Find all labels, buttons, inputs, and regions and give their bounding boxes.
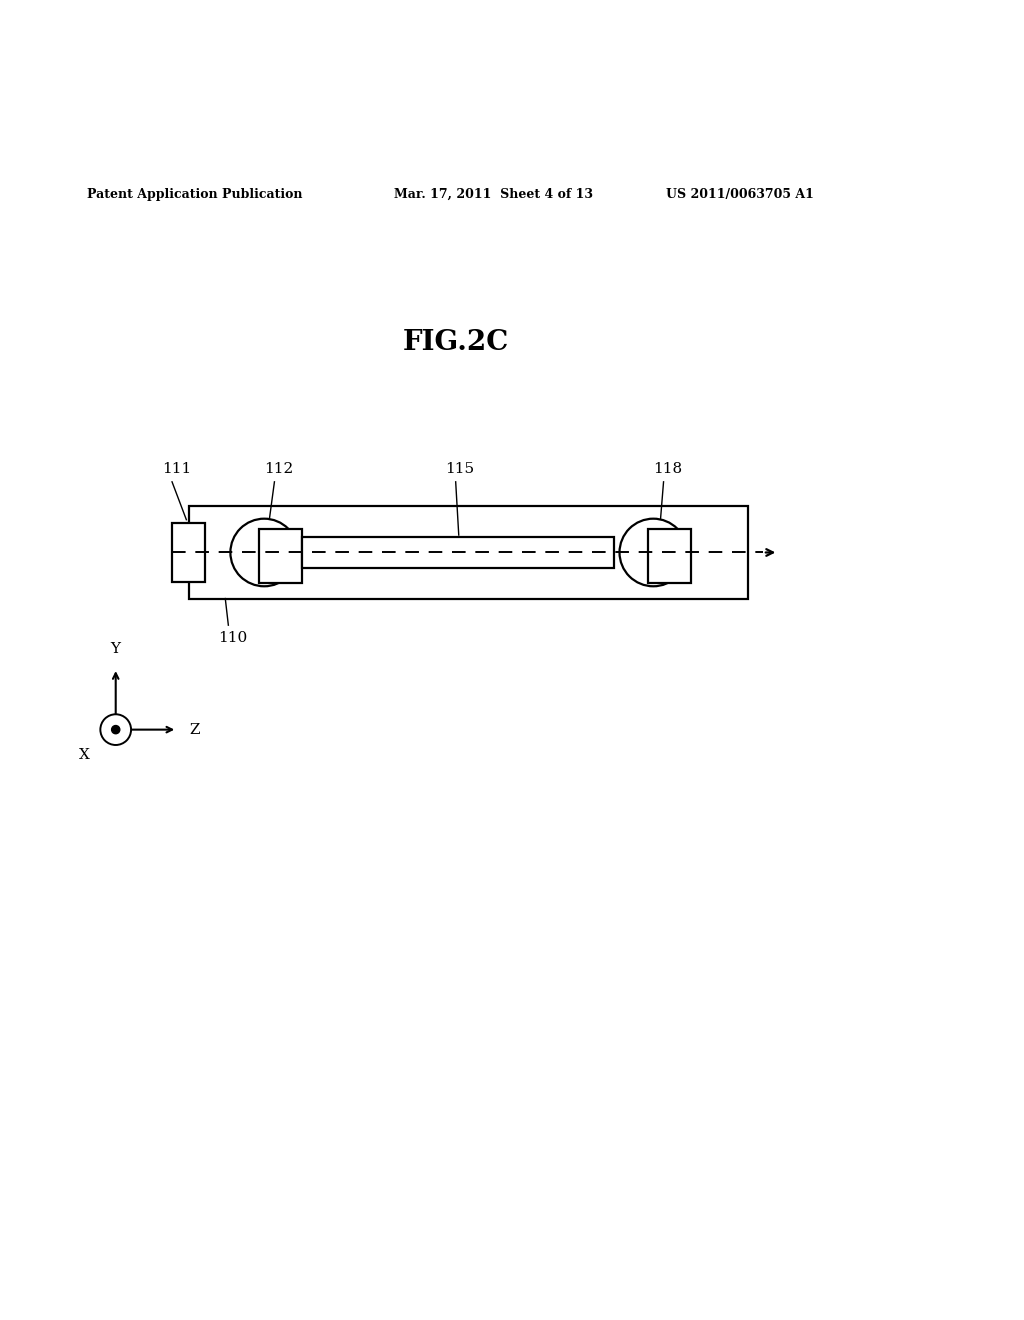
Text: 115: 115 — [445, 462, 474, 475]
Bar — [648, 529, 691, 583]
Text: US 2011/0063705 A1: US 2011/0063705 A1 — [666, 187, 813, 201]
Text: FIG.2C: FIG.2C — [402, 329, 509, 356]
Bar — [302, 537, 614, 568]
Text: Z: Z — [189, 722, 200, 737]
Text: X: X — [79, 748, 89, 762]
Text: 118: 118 — [653, 462, 682, 475]
Text: Mar. 17, 2011  Sheet 4 of 13: Mar. 17, 2011 Sheet 4 of 13 — [394, 187, 593, 201]
Bar — [189, 507, 748, 598]
Text: Y: Y — [111, 642, 121, 656]
Circle shape — [100, 714, 131, 744]
Text: Patent Application Publication: Patent Application Publication — [87, 187, 302, 201]
Text: 112: 112 — [264, 462, 294, 475]
Bar — [259, 529, 302, 583]
Text: 111: 111 — [162, 462, 191, 475]
Bar — [172, 523, 205, 582]
Circle shape — [112, 726, 120, 734]
Text: 110: 110 — [218, 631, 248, 645]
Circle shape — [230, 519, 298, 586]
Circle shape — [620, 519, 687, 586]
